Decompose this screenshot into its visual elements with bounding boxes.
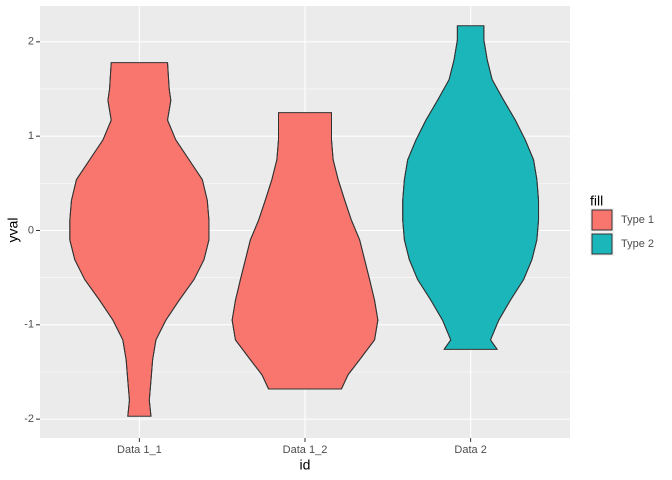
violin-left-outline xyxy=(69,62,130,417)
y-tick-label: 1 xyxy=(28,130,34,142)
y-tick-label: -1 xyxy=(24,319,34,331)
y-tick-label: 0 xyxy=(28,224,34,236)
violin-right-outline xyxy=(331,112,379,390)
violins xyxy=(69,25,540,417)
y-tick-label: 2 xyxy=(28,36,34,48)
y-axis-title: yval xyxy=(5,218,21,243)
x-tick-label: Data 2 xyxy=(454,444,486,456)
x-tick-label: Data 1_2 xyxy=(283,444,328,456)
legend-title: fill xyxy=(590,193,603,209)
x-tick-label: Data 1_1 xyxy=(117,444,162,456)
violin-left-outline xyxy=(231,112,279,390)
legend-label: Type 2 xyxy=(621,238,654,250)
legend-swatch xyxy=(591,209,613,231)
violin-right-outline xyxy=(483,25,540,350)
legend-swatch xyxy=(591,233,613,255)
violin-right-outline xyxy=(148,62,210,417)
y-tick-label: -2 xyxy=(24,413,34,425)
x-axis-title: id xyxy=(300,457,311,473)
legend-label: Type 1 xyxy=(621,214,654,226)
violin-left-outline xyxy=(402,25,458,350)
